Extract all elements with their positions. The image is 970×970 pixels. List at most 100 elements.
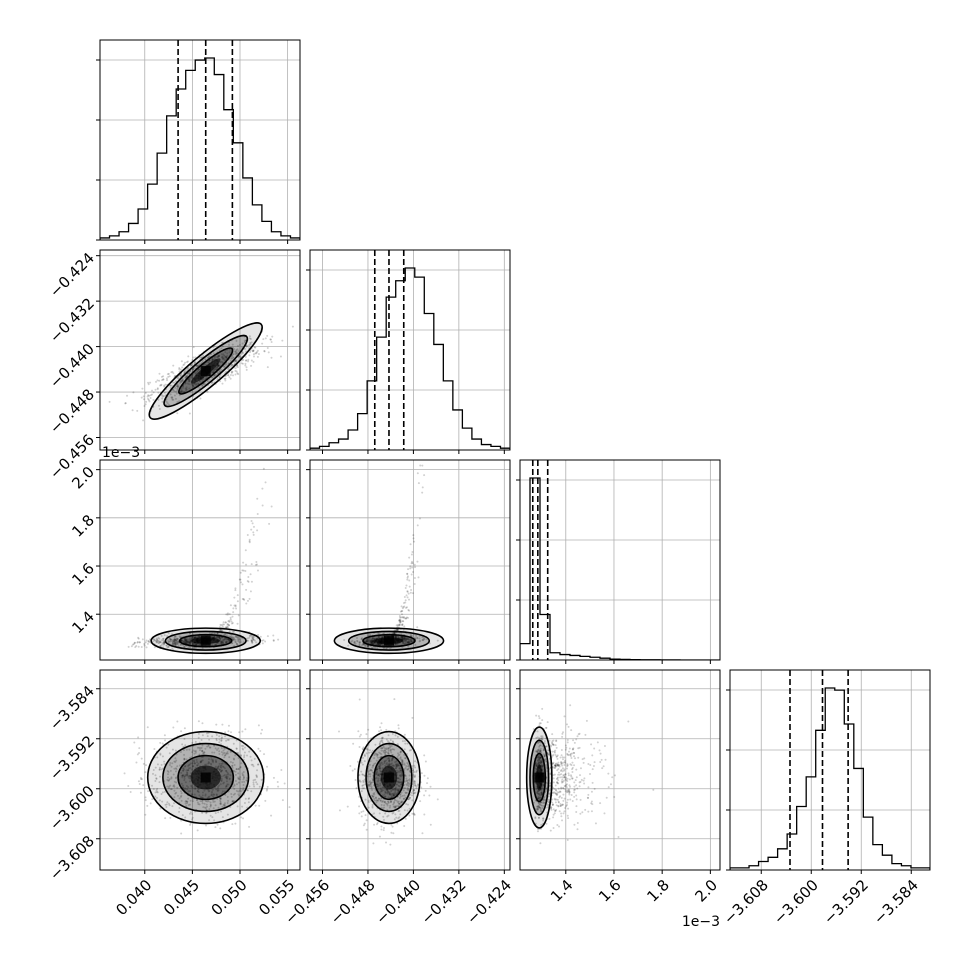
sample-point — [399, 751, 402, 754]
sample-point — [219, 800, 222, 803]
sample-point — [398, 816, 401, 819]
sample-point — [224, 358, 227, 361]
sample-point — [406, 742, 409, 745]
sample-point — [197, 732, 200, 735]
sample-point — [555, 740, 558, 743]
sample-point — [184, 389, 187, 392]
sample-point — [250, 341, 253, 344]
sample-point — [399, 621, 402, 624]
sample-point — [131, 409, 134, 412]
sample-point — [201, 759, 204, 762]
sample-point — [242, 778, 245, 781]
sample-point — [194, 384, 197, 387]
contour-line — [357, 730, 421, 825]
sample-point — [160, 394, 163, 397]
sample-point — [218, 738, 221, 741]
histogram-bin — [520, 644, 530, 660]
sample-point — [231, 765, 234, 768]
sample-point — [400, 769, 403, 772]
sample-point — [188, 640, 191, 643]
sample-point — [358, 641, 361, 644]
sample-point — [412, 789, 415, 792]
sample-point — [206, 380, 209, 383]
sample-point — [186, 771, 189, 774]
sample-point — [356, 639, 359, 642]
sample-point — [167, 639, 170, 642]
sample-point — [222, 749, 225, 752]
histogram-bin — [844, 724, 854, 870]
sample-point — [216, 798, 219, 801]
sample-point — [386, 804, 389, 807]
sample-point — [246, 344, 249, 347]
sample-point — [196, 382, 199, 385]
sample-point — [424, 760, 427, 763]
sample-point — [400, 636, 403, 639]
sample-point — [409, 638, 412, 641]
sample-point — [352, 742, 355, 745]
sample-point — [402, 641, 405, 644]
sample-point — [233, 638, 236, 641]
sample-point — [596, 741, 599, 744]
sample-point — [235, 359, 238, 362]
sample-point — [208, 738, 211, 741]
sample-point — [183, 765, 186, 768]
sample-point — [367, 639, 370, 642]
histogram-bin — [481, 445, 491, 450]
sample-point — [207, 760, 210, 763]
sample-point — [386, 803, 389, 806]
sample-point — [389, 739, 392, 742]
sample-point — [175, 642, 178, 645]
sample-point — [403, 616, 406, 619]
sample-point — [399, 793, 402, 796]
sample-point — [204, 358, 207, 361]
sample-point — [371, 637, 374, 640]
sample-point — [219, 766, 222, 769]
sample-point — [373, 823, 376, 826]
sample-point — [187, 776, 190, 779]
sample-point — [222, 638, 225, 641]
sample-point — [544, 758, 547, 761]
panel-3-0 — [100, 670, 300, 870]
sample-point — [399, 616, 402, 619]
sample-point — [383, 827, 386, 830]
sample-point — [229, 359, 232, 362]
sample-point — [230, 364, 233, 367]
sample-point — [403, 740, 406, 743]
sample-point — [362, 810, 365, 813]
sample-point — [147, 790, 150, 793]
sample-point — [217, 806, 220, 809]
sample-point — [171, 638, 174, 641]
sample-point — [181, 389, 184, 392]
sample-point — [245, 588, 248, 591]
sample-point — [219, 783, 222, 786]
sample-point — [385, 841, 388, 844]
sample-point — [413, 771, 416, 774]
sample-point — [237, 349, 240, 352]
sample-point — [163, 384, 166, 387]
sample-point — [398, 624, 401, 627]
sample-point — [386, 792, 389, 795]
sample-point — [175, 768, 178, 771]
sample-point — [214, 765, 217, 768]
sample-point — [160, 763, 163, 766]
sample-point — [190, 784, 193, 787]
sample-point — [398, 620, 401, 623]
histogram-bin — [148, 184, 158, 240]
sample-point — [249, 590, 252, 593]
sample-point — [241, 569, 244, 572]
sample-point — [227, 638, 230, 641]
sample-point — [163, 391, 166, 394]
sample-point — [244, 362, 247, 365]
sample-point — [385, 763, 388, 766]
sample-point — [377, 642, 380, 645]
sample-point — [233, 596, 236, 599]
sample-point — [165, 806, 168, 809]
sample-point — [370, 751, 373, 754]
sample-point — [392, 795, 395, 798]
sample-point — [240, 744, 243, 747]
sample-point — [233, 787, 236, 790]
histogram-bin — [434, 344, 444, 450]
sample-point — [388, 647, 391, 650]
sample-point — [167, 743, 170, 746]
sample-point — [380, 729, 383, 732]
